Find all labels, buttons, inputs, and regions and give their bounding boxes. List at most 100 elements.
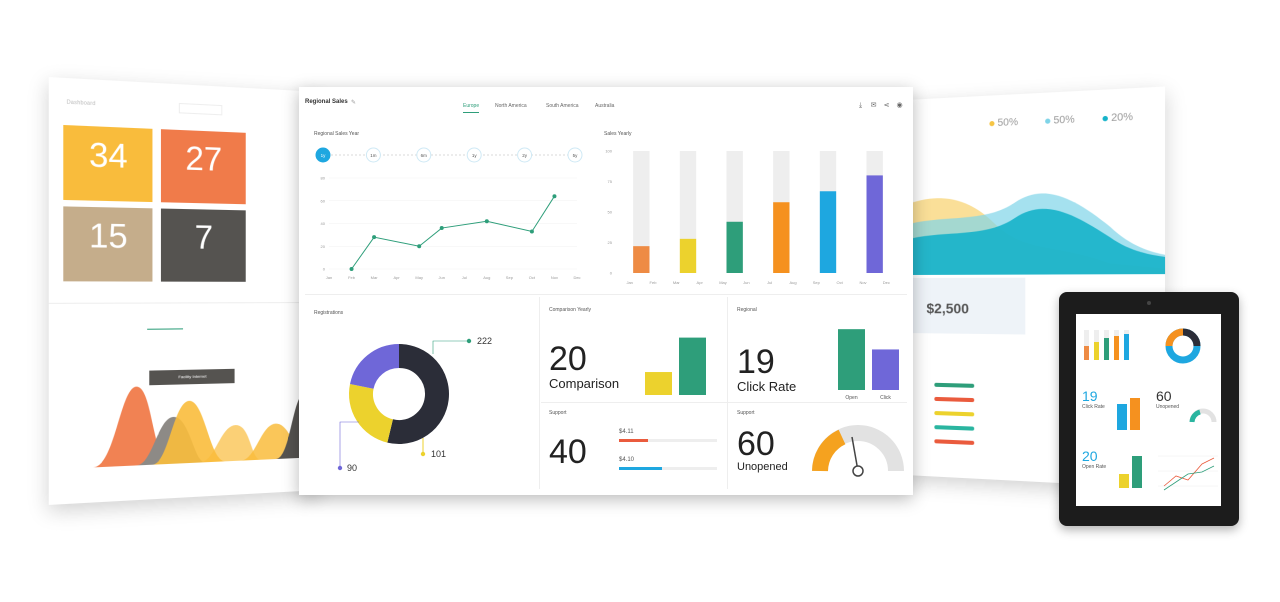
bar bbox=[679, 338, 706, 395]
right-legend: 50% 50% 20% bbox=[989, 111, 1148, 133]
support-item-label: $4.11 bbox=[619, 429, 634, 435]
regional-sales-year-title: Regional Sales Year bbox=[314, 131, 359, 137]
divider bbox=[305, 294, 907, 295]
legend-label: 50% bbox=[1054, 114, 1075, 126]
line-point bbox=[372, 235, 376, 239]
x-tick-label: Mar bbox=[673, 280, 681, 285]
timeline-label: 6m bbox=[421, 153, 428, 158]
donut-label: 101 bbox=[431, 449, 446, 459]
line-point bbox=[417, 244, 421, 248]
kpi-tile-34: 34 bbox=[63, 125, 152, 202]
x-tick-label: Aug bbox=[483, 275, 490, 280]
legend-label: 20% bbox=[1111, 112, 1133, 125]
support-progress-track bbox=[619, 439, 717, 442]
comparison-bar-chart bbox=[639, 327, 719, 397]
x-tick-label: Nov bbox=[551, 275, 558, 280]
x-tick-label: Nov bbox=[859, 280, 866, 285]
divider bbox=[49, 302, 320, 304]
tablet-small-bars bbox=[1116, 452, 1156, 492]
tab-north-america[interactable]: North America bbox=[495, 103, 527, 109]
divider bbox=[541, 402, 907, 403]
legend-label: 50% bbox=[998, 117, 1019, 129]
x-tick-label: May bbox=[719, 280, 727, 285]
revenue-card: $2,500 bbox=[905, 278, 1025, 335]
share-icon[interactable]: ⋖ bbox=[883, 102, 890, 109]
tablet-screen: 19 Click Rate 60 Unopened 20 Open Rate bbox=[1076, 314, 1221, 506]
left-screen-header: Dashboard bbox=[67, 99, 96, 107]
y-tick-label: 100 bbox=[605, 149, 612, 154]
bar bbox=[872, 349, 899, 390]
kpi-tile-value: 15 bbox=[63, 215, 152, 257]
support-title: Support bbox=[549, 410, 567, 416]
tooltip-text: Facility Internet bbox=[178, 374, 206, 380]
x-tick-label: Sep bbox=[813, 280, 821, 285]
label-leader bbox=[340, 422, 359, 466]
y-tick-label: 80 bbox=[321, 176, 326, 181]
y-tick-label: 60 bbox=[321, 198, 326, 203]
bar bbox=[838, 329, 865, 390]
status-pill bbox=[934, 383, 974, 388]
edit-icon[interactable]: ✎ bbox=[351, 99, 356, 106]
legend-dot bbox=[1103, 116, 1108, 122]
donut-label: 222 bbox=[477, 336, 492, 346]
comparison-label: Comparison bbox=[549, 376, 619, 391]
left-dashboard-screen: Dashboard 34 27 15 7 Facility Internet bbox=[49, 77, 320, 505]
unopened-gauge bbox=[812, 423, 904, 483]
right-area-chart bbox=[905, 178, 1165, 275]
timeline-label: 2y bbox=[522, 153, 528, 158]
tablet-kpi-label: Open Rate bbox=[1082, 464, 1106, 470]
x-tick-label: Apr bbox=[697, 280, 704, 285]
tablet-bar-chart bbox=[1082, 322, 1142, 368]
x-tick-label: Jul bbox=[462, 275, 467, 280]
x-tick-label: Feb bbox=[348, 275, 356, 280]
x-tick-label: Jan bbox=[626, 280, 632, 285]
view-icon[interactable]: ◉ bbox=[896, 102, 903, 109]
timeline-slider[interactable]: 1y 1m 6m 1y 2y 5y bbox=[313, 145, 583, 165]
donut-slice bbox=[361, 386, 390, 431]
bar bbox=[773, 202, 789, 273]
regional-value: 19 bbox=[737, 345, 775, 379]
y-tick-label: 0 bbox=[610, 271, 613, 276]
kpi-tile-7: 7 bbox=[161, 209, 246, 282]
x-tick-label: Dec bbox=[883, 280, 890, 285]
support-value: 40 bbox=[549, 435, 587, 469]
mail-icon[interactable]: ✉ bbox=[870, 102, 877, 109]
y-tick-label: 20 bbox=[321, 244, 326, 249]
support-progress-track bbox=[619, 467, 717, 470]
status-pill bbox=[934, 397, 974, 402]
x-tick-label: Sep bbox=[506, 275, 514, 280]
x-tick-label: Mar bbox=[371, 275, 379, 280]
timeline-label: 5y bbox=[573, 153, 579, 158]
tab-australia[interactable]: Australia bbox=[595, 103, 614, 109]
y-tick-label: 0 bbox=[323, 267, 326, 272]
tab-europe[interactable]: Europe bbox=[463, 103, 479, 113]
unopened-label: Unopened bbox=[737, 461, 788, 473]
tab-south-america[interactable]: South America bbox=[546, 103, 579, 109]
tablet-gauge bbox=[1188, 406, 1218, 426]
bar bbox=[727, 222, 743, 273]
y-tick-label: 75 bbox=[608, 179, 613, 184]
download-icon[interactable]: ⤓ bbox=[857, 102, 864, 109]
x-tick-label: Apr bbox=[394, 275, 401, 280]
support-right-title: Support bbox=[737, 410, 755, 416]
bar bbox=[633, 246, 649, 273]
regional-sales-line-chart: 80 60 40 20 0Jan Feb Mar Apr May Jun Jul Aug Sep Oct N… bbox=[313, 173, 585, 283]
left-active-tab-indicator bbox=[147, 328, 183, 329]
regional-label: Click Rate bbox=[737, 379, 796, 394]
label-dot bbox=[467, 339, 471, 343]
x-tick-label: Feb bbox=[650, 280, 658, 285]
tablet-donut bbox=[1158, 324, 1208, 370]
timeline-label: 1m bbox=[370, 153, 377, 158]
tablet-kpi: 60 bbox=[1156, 388, 1172, 404]
x-tick-label: Oct bbox=[529, 275, 536, 280]
tablet-kpi: 19 bbox=[1082, 388, 1098, 404]
timeline-label: 1y bbox=[472, 153, 478, 158]
legend-dot bbox=[989, 121, 994, 126]
kpi-tile-value: 34 bbox=[63, 134, 152, 177]
y-tick-label: 50 bbox=[608, 210, 613, 215]
bar-label: Open bbox=[845, 395, 857, 401]
support-progress-fill bbox=[619, 467, 662, 470]
tablet-kpi-label: Unopened bbox=[1156, 404, 1179, 410]
left-search-box[interactable] bbox=[179, 103, 222, 115]
registrations-donut-chart: 222 101 90 bbox=[319, 322, 529, 472]
